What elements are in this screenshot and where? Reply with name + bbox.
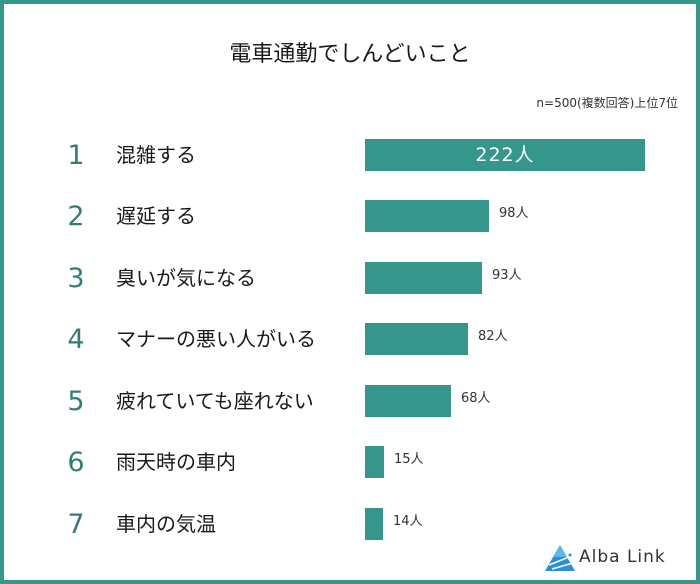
- category-label: 車内の気温: [116, 512, 216, 536]
- category-label: 雨天時の車内: [116, 450, 236, 474]
- rank-number: 4: [67, 324, 85, 355]
- bar-row: 2 遅延する 98人: [0, 200, 700, 232]
- bar: [365, 508, 383, 540]
- bar-row: 5 疲れていても座れない 68人: [0, 385, 700, 417]
- bar-value-label: 15人: [394, 452, 424, 467]
- bar-row: 4 マナーの悪い人がいる 82人: [0, 323, 700, 355]
- rank-number: 2: [67, 201, 85, 232]
- brand-name: Alba Link: [579, 547, 666, 567]
- rank-number: 3: [67, 263, 85, 294]
- bar-value-label: 82人: [478, 329, 508, 344]
- bar-value-label: 98人: [499, 206, 529, 221]
- rank-number: 1: [67, 140, 85, 171]
- category-label: マナーの悪い人がいる: [116, 327, 316, 351]
- rank-number: 7: [67, 509, 85, 540]
- category-label: 遅延する: [116, 204, 196, 228]
- rank-number: 5: [67, 386, 85, 417]
- category-label: 疲れていても座れない: [116, 389, 314, 413]
- bar: [365, 385, 451, 417]
- bar-row: 1 混雑する 222人: [0, 139, 700, 171]
- bar-row: 6 雨天時の車内 15人: [0, 446, 700, 478]
- bar: [365, 323, 468, 355]
- category-label: 臭いが気になる: [116, 266, 256, 290]
- bar-value-label: 68人: [461, 391, 491, 406]
- chart-subtitle: n=500(複数回答)上位7位: [536, 96, 678, 110]
- bar: 222人: [365, 139, 645, 171]
- bar-row: 3 臭いが気になる 93人: [0, 262, 700, 294]
- bar-value-label: 93人: [492, 268, 522, 283]
- bar: [365, 446, 384, 478]
- alba-link-triangle-icon: [545, 545, 575, 571]
- bar: [365, 200, 489, 232]
- category-label: 混雑する: [116, 143, 196, 167]
- chart-title: 電車通勤でしんどいこと: [229, 42, 471, 67]
- bar-value-label: 14人: [393, 514, 423, 529]
- bar-row: 7 車内の気温 14人: [0, 508, 700, 540]
- rank-number: 6: [67, 447, 85, 478]
- bar: [365, 262, 482, 294]
- bar-value-label: 222人: [475, 144, 535, 166]
